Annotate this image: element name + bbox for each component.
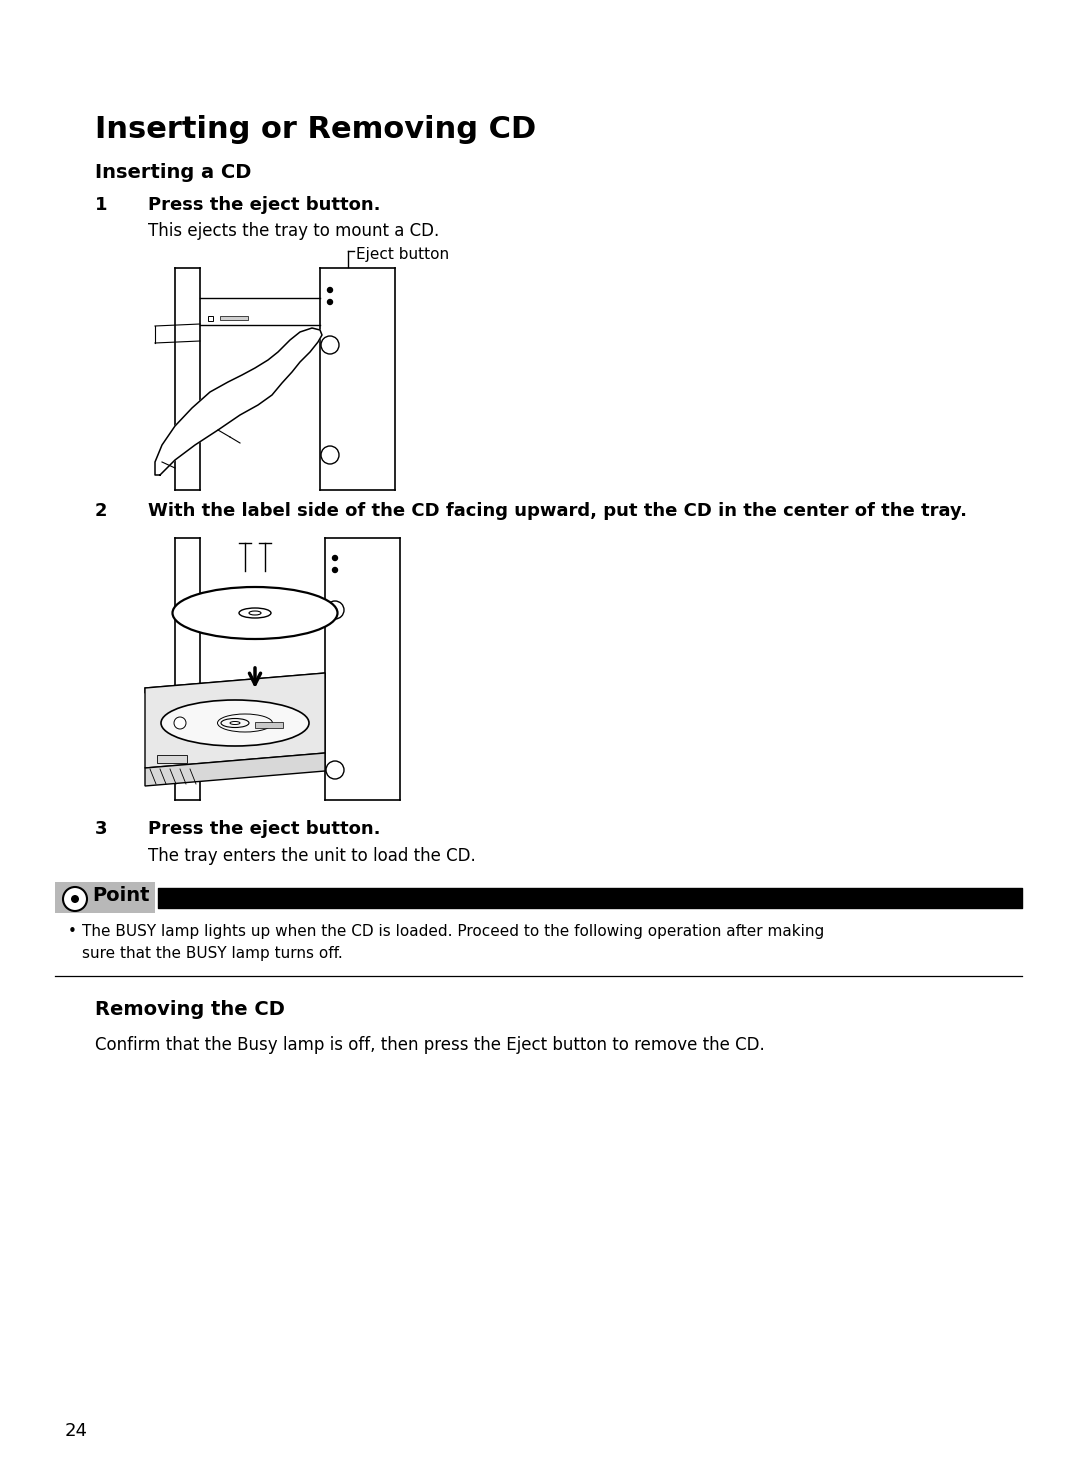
Text: Press the eject button.: Press the eject button. — [148, 819, 380, 838]
Text: Confirm that the Busy lamp is off, then press the Eject button to remove the CD.: Confirm that the Busy lamp is off, then … — [95, 1036, 765, 1055]
Circle shape — [63, 887, 87, 911]
Ellipse shape — [230, 721, 240, 725]
Text: Eject button: Eject button — [356, 247, 449, 262]
Circle shape — [71, 894, 79, 903]
Text: The BUSY lamp lights up when the CD is loaded. Proceed to the following operatio: The BUSY lamp lights up when the CD is l… — [82, 924, 824, 938]
Text: Point: Point — [92, 886, 149, 905]
Text: With the label side of the CD facing upward, put the CD in the center of the tra: With the label side of the CD facing upw… — [148, 502, 967, 521]
Polygon shape — [145, 674, 325, 693]
Text: 24: 24 — [65, 1422, 87, 1440]
Text: Inserting or Removing CD: Inserting or Removing CD — [95, 115, 537, 144]
Text: Inserting a CD: Inserting a CD — [95, 163, 252, 182]
Circle shape — [321, 335, 339, 355]
Ellipse shape — [239, 608, 271, 618]
Text: •: • — [68, 924, 77, 938]
Circle shape — [333, 556, 337, 560]
FancyBboxPatch shape — [255, 722, 283, 728]
FancyBboxPatch shape — [208, 316, 213, 321]
Polygon shape — [145, 753, 325, 786]
Ellipse shape — [221, 718, 249, 728]
FancyBboxPatch shape — [157, 755, 187, 763]
FancyBboxPatch shape — [55, 883, 156, 913]
Circle shape — [327, 287, 333, 293]
Circle shape — [326, 602, 345, 619]
Circle shape — [327, 300, 333, 304]
Ellipse shape — [249, 610, 261, 615]
Circle shape — [321, 446, 339, 463]
Text: 3: 3 — [95, 819, 108, 838]
FancyBboxPatch shape — [220, 316, 248, 321]
Text: 2: 2 — [95, 502, 108, 521]
Text: The tray enters the unit to load the CD.: The tray enters the unit to load the CD. — [148, 847, 476, 865]
Circle shape — [174, 716, 186, 730]
Polygon shape — [145, 674, 325, 768]
Text: Removing the CD: Removing the CD — [95, 1000, 285, 1019]
Circle shape — [333, 568, 337, 572]
Polygon shape — [156, 328, 322, 475]
Text: Press the eject button.: Press the eject button. — [148, 196, 380, 213]
Text: sure that the BUSY lamp turns off.: sure that the BUSY lamp turns off. — [82, 946, 342, 961]
Ellipse shape — [161, 700, 309, 746]
Circle shape — [326, 761, 345, 780]
Text: 1: 1 — [95, 196, 108, 213]
Ellipse shape — [173, 587, 337, 638]
Text: This ejects the tray to mount a CD.: This ejects the tray to mount a CD. — [148, 222, 440, 240]
